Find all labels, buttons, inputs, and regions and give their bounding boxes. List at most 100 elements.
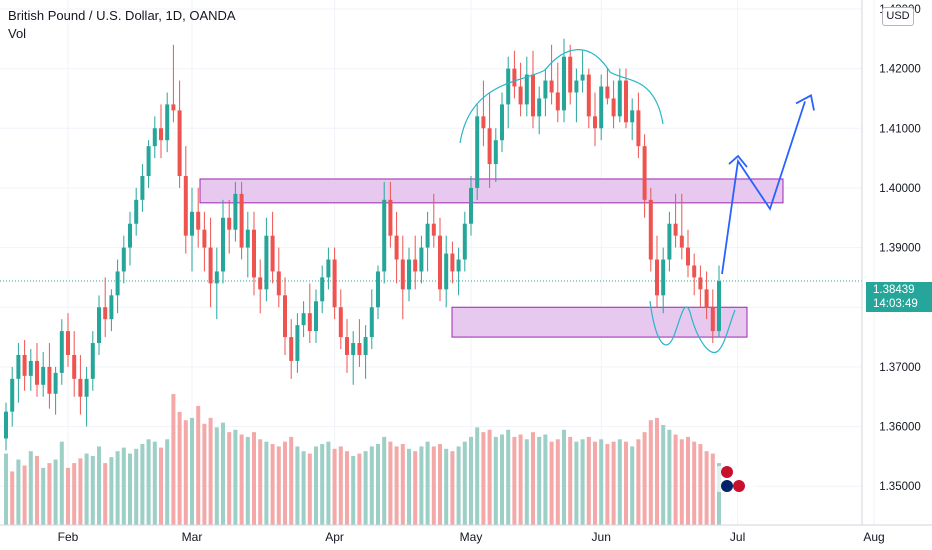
x-tick-label: Jul	[730, 530, 745, 544]
candle-body	[667, 223, 672, 260]
volume-bar	[568, 436, 573, 525]
volume-bar	[134, 448, 139, 525]
candle-body	[487, 128, 492, 165]
candle-body	[400, 259, 405, 290]
volume-bar	[35, 455, 39, 525]
volume-bar	[698, 444, 703, 525]
volume-bar	[252, 432, 256, 525]
resistance-zone	[199, 178, 784, 204]
candle-body	[456, 259, 461, 272]
volume-bar	[531, 432, 535, 525]
volume-bar	[599, 439, 604, 525]
volume-bars	[4, 394, 721, 525]
candle-body	[549, 80, 554, 93]
volume-bar	[419, 446, 424, 525]
candle-body	[245, 229, 250, 248]
candle-body	[301, 313, 306, 326]
volume-bar	[22, 465, 27, 525]
candle-body	[655, 259, 659, 296]
candle-body	[165, 104, 170, 141]
candle-body	[698, 277, 703, 290]
volume-bar	[624, 441, 628, 525]
volume-bar	[394, 446, 399, 525]
candle-body	[444, 253, 449, 290]
candle-body	[252, 229, 256, 278]
candle-body	[431, 223, 436, 236]
candle-body	[345, 337, 349, 355]
grid-layer	[0, 0, 875, 525]
candles	[4, 38, 721, 451]
candle-body	[41, 366, 46, 385]
volume-bar	[140, 444, 145, 525]
candle-body	[704, 289, 709, 308]
volume-bar	[221, 422, 225, 525]
volume-bar	[295, 446, 300, 525]
candle-body	[469, 187, 473, 224]
volume-bar	[72, 463, 77, 525]
candle-body	[500, 104, 504, 141]
candle-body	[84, 378, 89, 397]
candle-body	[221, 217, 225, 272]
volume-bar	[605, 444, 610, 525]
volume-bar	[655, 417, 659, 525]
candle-body	[214, 271, 219, 284]
candle-body	[177, 110, 182, 176]
arrow-head-1	[728, 154, 748, 168]
volume-bar	[338, 446, 343, 525]
volume-bar	[177, 411, 182, 525]
candle-body	[537, 98, 542, 117]
candle-body	[159, 128, 163, 141]
volume-bar	[357, 453, 362, 525]
candle-body	[450, 253, 455, 272]
volume-bar	[146, 439, 151, 525]
price-axis: 1.350001.360001.370001.380001.390001.400…	[879, 4, 921, 493]
currency-button[interactable]: USD	[882, 7, 914, 26]
candle-body	[593, 116, 597, 129]
candle-body	[35, 360, 39, 385]
candle-body	[196, 211, 201, 230]
candle-body	[462, 223, 467, 260]
volume-bar	[326, 441, 331, 525]
symbol-title[interactable]: British Pound / U.S. Dollar, 1D, OANDA	[8, 8, 236, 23]
volume-bar	[400, 444, 405, 525]
arrow-head-2	[795, 94, 815, 111]
candle-body	[636, 110, 641, 147]
drawing-layer	[459, 49, 815, 354]
volume-bar	[128, 453, 132, 525]
x-tick-label: Aug	[863, 530, 884, 544]
volume-bar	[245, 436, 250, 525]
volume-bar	[537, 436, 542, 525]
volume-bar	[239, 434, 244, 525]
candle-body	[425, 223, 430, 248]
volume-bar	[487, 429, 492, 525]
volume-label[interactable]: Vol	[8, 26, 27, 41]
volume-bar	[692, 441, 697, 525]
candle-body	[152, 128, 157, 147]
candle-body	[227, 217, 232, 230]
volume-bar	[475, 427, 480, 525]
volume-bar	[549, 441, 554, 525]
volume-bar	[183, 420, 188, 525]
volume-bar	[59, 441, 64, 525]
candle-body	[326, 259, 331, 278]
volume-bar	[562, 429, 566, 525]
candle-body	[289, 337, 294, 361]
volume-bar	[667, 429, 672, 525]
y-tick-label: 1.42000	[879, 64, 921, 76]
candle-body	[264, 235, 269, 290]
candle-body	[276, 271, 281, 296]
volume-bar	[717, 463, 721, 525]
candle-body	[97, 307, 101, 344]
candle-body	[66, 331, 70, 355]
candle-body	[642, 146, 647, 200]
candle-body	[568, 56, 573, 93]
candle-body	[171, 104, 176, 111]
volume-bar	[617, 439, 622, 525]
volume-bar	[593, 441, 597, 525]
volume-bar	[16, 459, 21, 525]
current-price-tag: 1.38439 14:03:49	[866, 282, 932, 312]
volume-bar	[493, 436, 498, 525]
volume-bar	[543, 434, 548, 525]
volume-bar	[369, 446, 374, 525]
